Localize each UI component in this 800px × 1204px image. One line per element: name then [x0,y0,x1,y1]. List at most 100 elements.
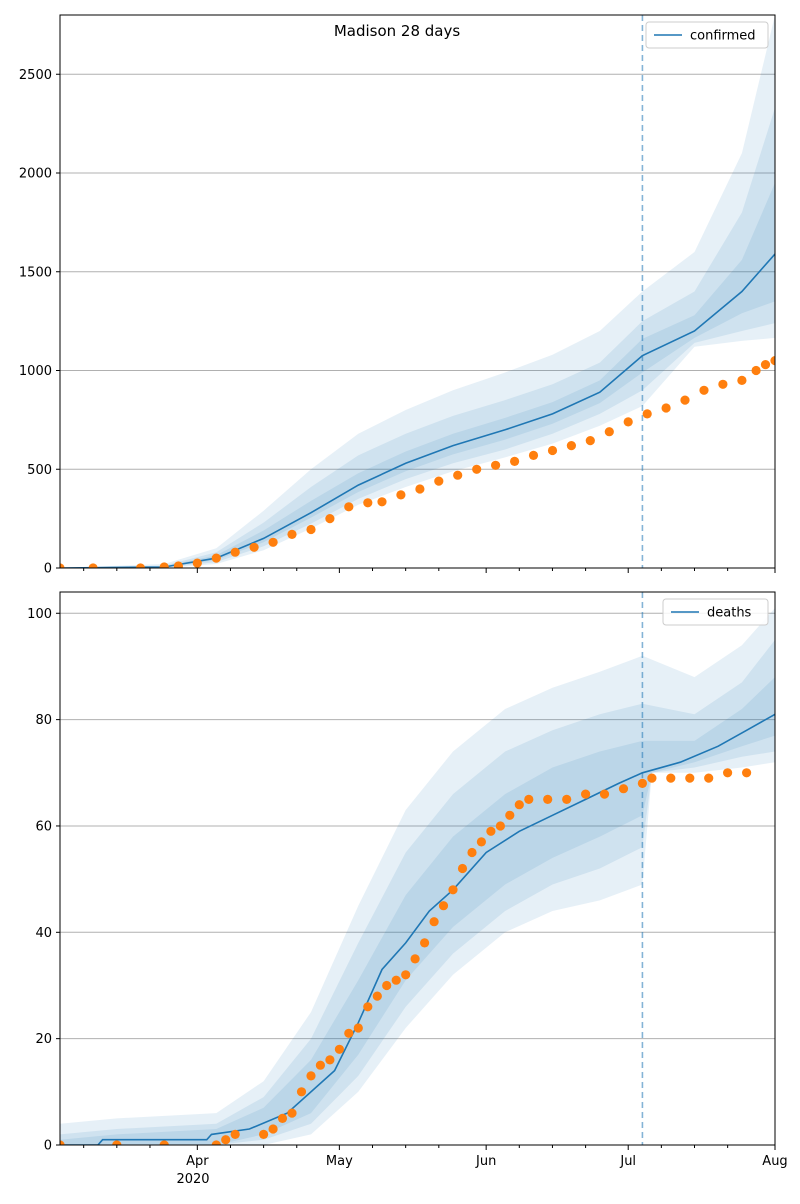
y-tick-label: 20 [35,1032,52,1047]
observed-point [363,498,373,508]
observed-point [372,991,382,1001]
observed-point [718,379,728,389]
observed-point [685,773,695,783]
x-tick-label: May [326,1154,353,1169]
observed-point [486,826,496,836]
observed-point [135,563,146,568]
observed-point [391,975,401,985]
observed-point [581,789,591,799]
legend-box [662,598,769,626]
observed-point [230,1129,240,1139]
uncertainty-band-1 [60,608,775,1145]
observed-point [429,917,439,927]
observed-point [259,1129,269,1139]
observed-point [637,778,648,789]
observed-point [566,441,577,451]
legend-label: deaths [707,606,752,621]
y-tick-label: 40 [35,926,52,941]
observed-point [666,773,676,783]
plot-area [60,592,775,1145]
observed-point [770,356,775,366]
observed-point [60,563,65,568]
observed-point [396,490,406,500]
observed-point [249,542,259,552]
observed-point [599,789,610,799]
observed-point [377,497,387,507]
observed-point [306,524,316,535]
observed-point [476,837,486,847]
uncertainty-band-3 [60,182,775,568]
observed-point [585,436,595,446]
observed-point [192,558,202,568]
x-tick-label: Jun [475,1154,496,1169]
observed-point [547,445,558,456]
x-tick-label: Jul [619,1154,636,1169]
observed-point [296,1087,307,1097]
observed-point [604,427,614,437]
legend: confirmed [645,21,769,49]
observed-point [410,954,420,964]
observed-point [509,456,520,466]
legend-label: confirmed [690,29,756,44]
observed-point [448,885,458,895]
observed-point [737,375,747,385]
observed-point [742,768,752,778]
observed-point [495,821,505,831]
y-tick-label: 60 [35,819,52,834]
x-tick-label: Apr [186,1154,209,1169]
observed-point [723,768,733,778]
deaths-panel: 0 20 40 60 80 100 Apr May Jun Jul Aug deaths [27,591,788,1169]
observed-point [173,561,183,568]
uncertainty-band-2 [60,639,775,1145]
observed-point [472,464,482,474]
observed-point [415,484,425,494]
observed-point [618,784,629,794]
observed-point [334,1044,344,1054]
observed-point [453,470,463,480]
observed-point [528,450,539,460]
model-median-line [60,713,775,1145]
y-tick-label: 0 [44,1139,52,1154]
axes-frame [59,14,776,569]
observed-point [268,537,278,547]
observed-point [623,417,633,427]
x-tick-label: Aug [762,1154,787,1169]
legend-box [645,21,769,49]
chart-title: Madison 28 days [334,22,461,40]
observed-point [438,901,449,911]
observed-point [420,938,430,948]
observed-point [491,460,501,470]
observed-point [680,395,690,405]
y-tick-label: 2500 [19,68,52,83]
observed-point [751,365,761,376]
observed-point [543,794,553,805]
observed-point [434,476,444,486]
y-tick-label: 80 [35,713,52,728]
observed-point [287,529,297,540]
x-year-label: 2020 [176,1172,209,1187]
observed-point [699,385,709,395]
observed-point [211,1140,221,1145]
observed-point [88,563,98,568]
observed-point [112,1140,122,1145]
observed-point [562,794,572,805]
observed-point [785,350,794,359]
plot-area [60,15,794,568]
y-tick-label: 1500 [19,265,52,280]
observed-point [230,547,240,557]
y-tick-label: 1000 [19,364,52,379]
observed-point [60,1140,65,1145]
observed-point [268,1124,278,1134]
observed-point [344,1028,354,1038]
y-tick-label: 0 [44,562,52,577]
legend: deaths [662,598,769,626]
confirmed-panel: 0 500 1000 1500 2000 2500 confirmed [19,14,794,577]
observed-point [315,1060,325,1070]
observed-point [467,847,477,858]
observed-point [344,502,354,512]
observed-point [505,810,515,820]
observed-point [353,1023,363,1033]
observed-point [382,980,392,991]
observed-point [325,1055,335,1065]
